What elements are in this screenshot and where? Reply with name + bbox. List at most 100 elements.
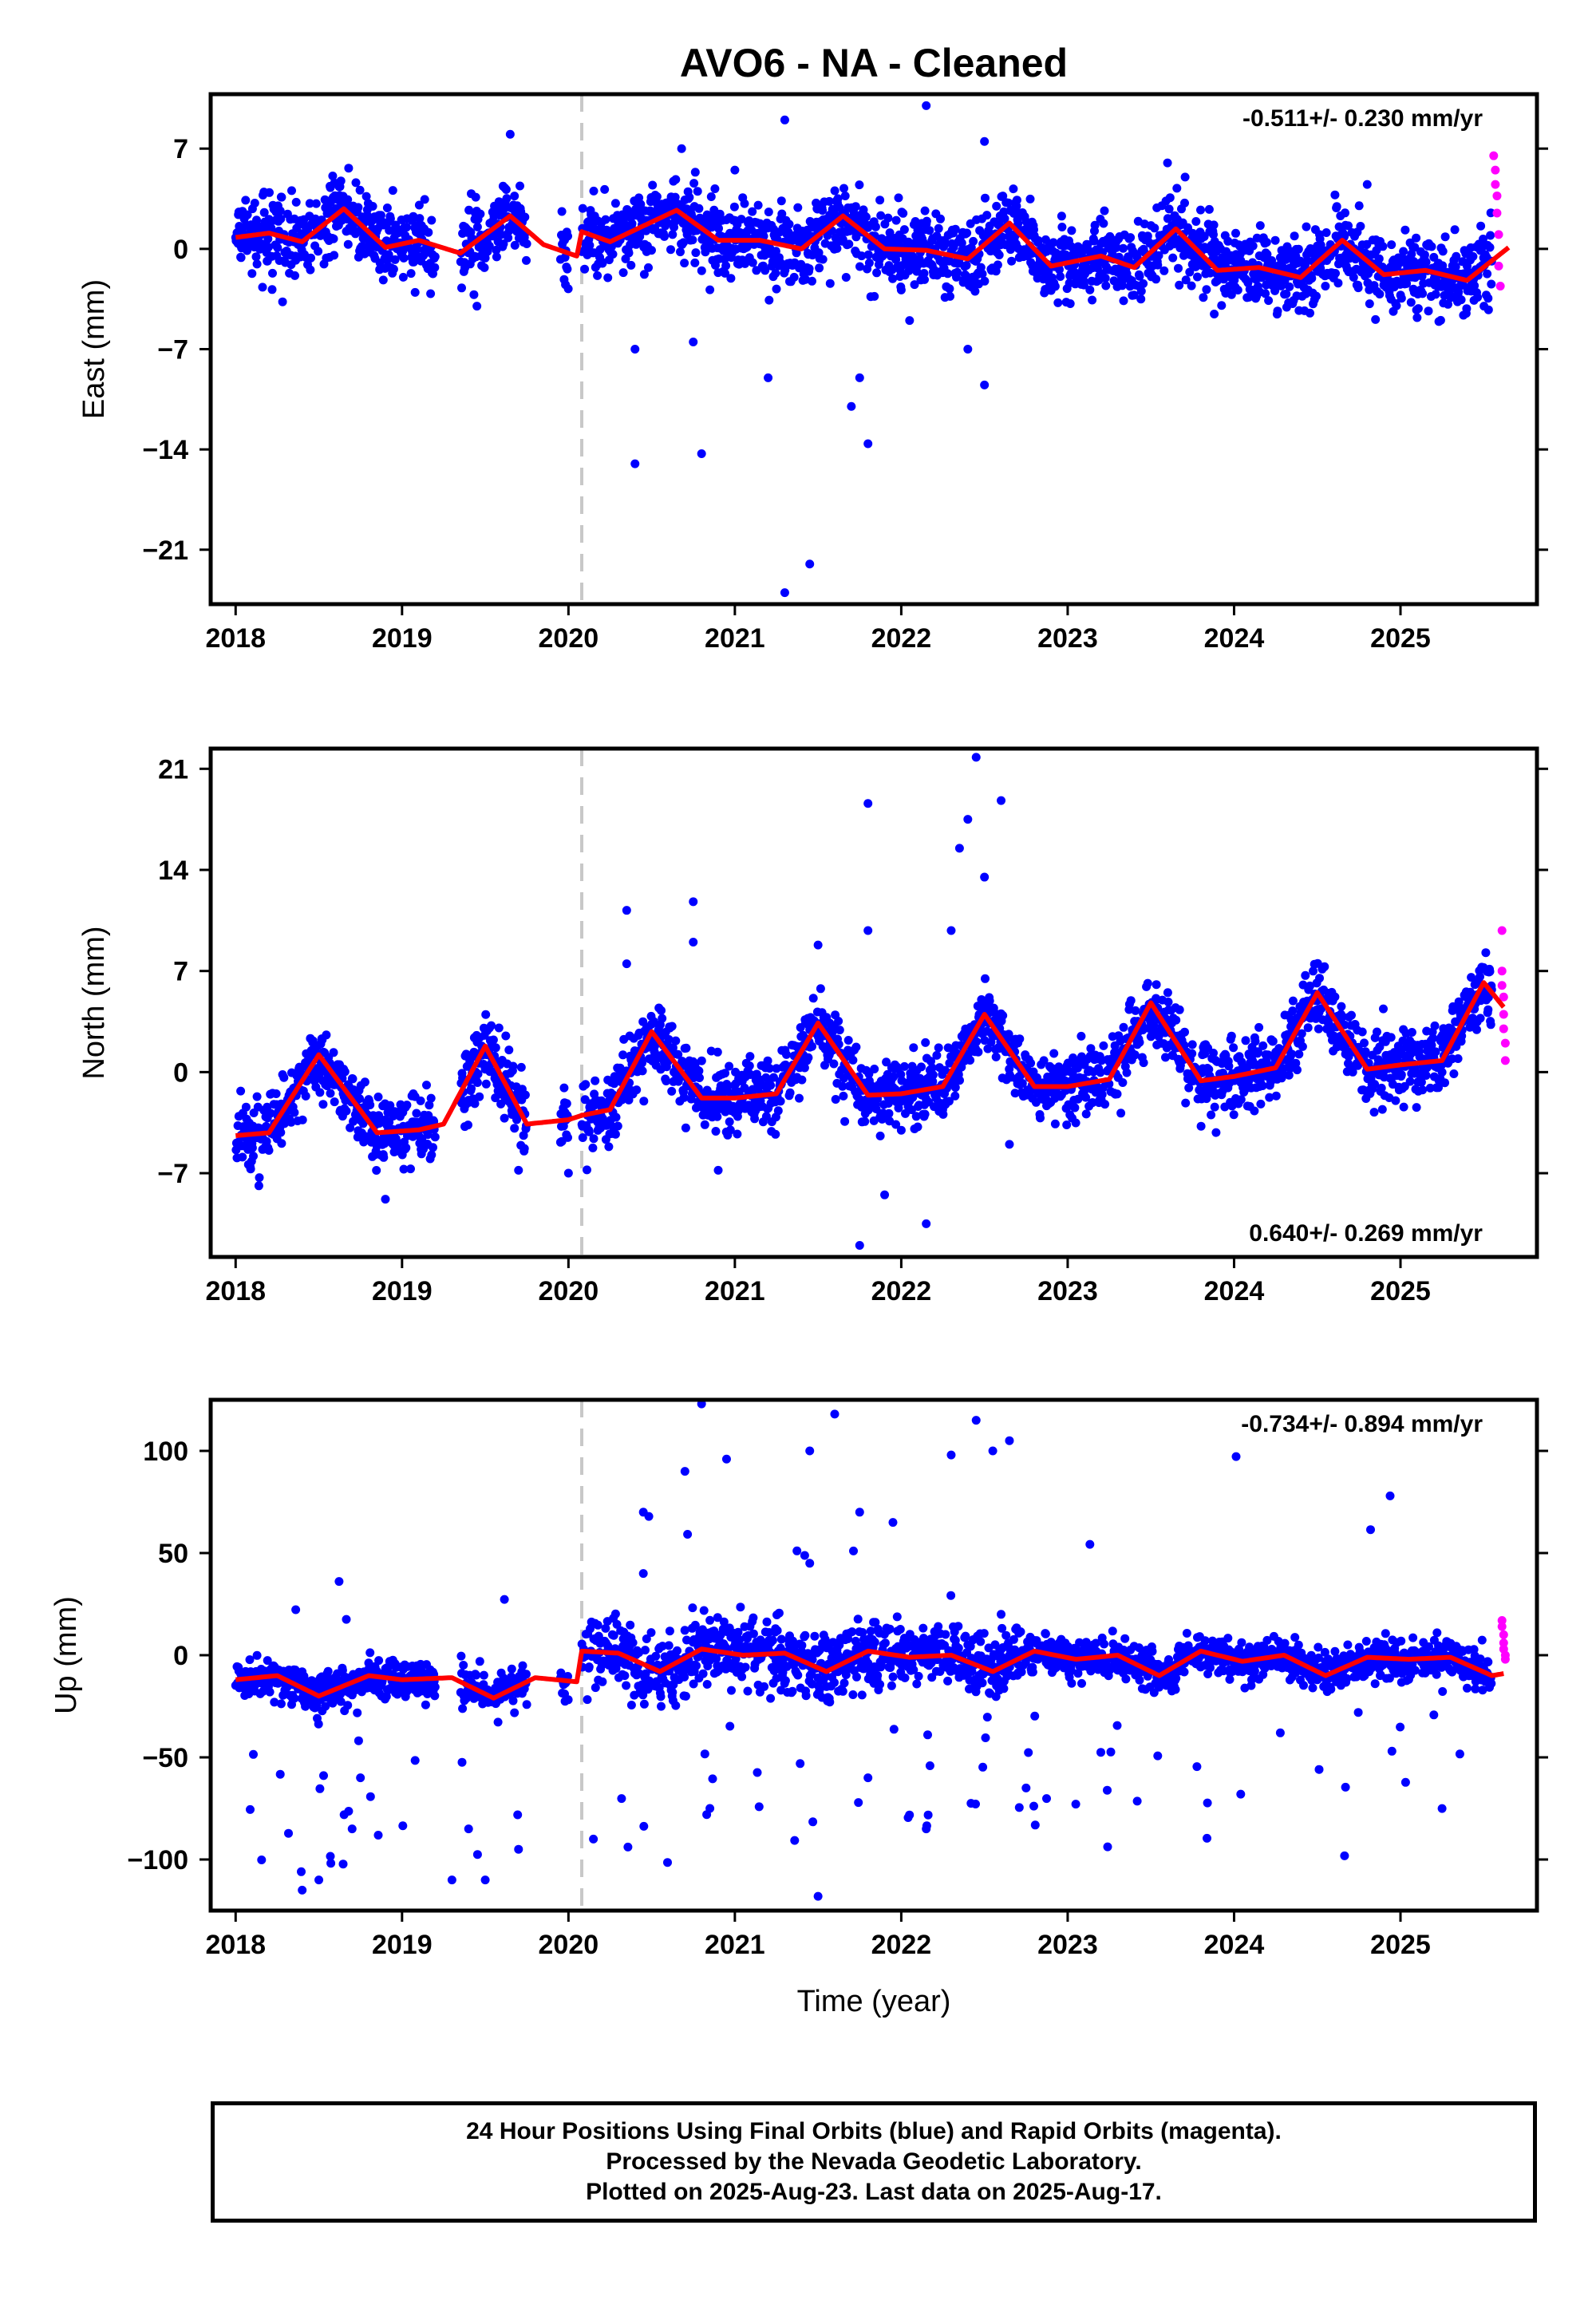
data-point xyxy=(291,1605,301,1614)
data-point xyxy=(472,1078,482,1087)
data-point xyxy=(469,290,479,299)
data-point xyxy=(1100,274,1110,283)
data-point xyxy=(1451,262,1460,271)
x-tick-label: 2025 xyxy=(1370,1276,1431,1306)
data-point xyxy=(627,219,637,228)
data-point xyxy=(382,204,392,212)
data-point xyxy=(839,1091,848,1101)
data-point xyxy=(694,204,704,213)
data-point xyxy=(1377,1105,1387,1114)
data-point xyxy=(737,215,746,224)
data-point xyxy=(236,253,246,263)
data-point xyxy=(412,1109,421,1118)
data-point xyxy=(276,1699,286,1709)
data-point xyxy=(1085,285,1095,294)
data-point xyxy=(270,1697,279,1707)
outlier-point xyxy=(954,844,964,853)
data-point xyxy=(519,1131,528,1140)
data-point xyxy=(481,1010,491,1019)
data-point xyxy=(697,1056,706,1065)
data-point xyxy=(276,214,286,223)
data-point xyxy=(741,259,750,268)
data-point xyxy=(610,199,620,208)
rapid-point xyxy=(1492,208,1502,218)
outlier-point xyxy=(622,906,631,915)
data-point xyxy=(943,269,953,279)
data-point xyxy=(1004,198,1013,207)
data-point xyxy=(581,1080,591,1089)
data-point xyxy=(406,1164,415,1174)
data-point xyxy=(855,180,864,190)
data-point xyxy=(1486,231,1495,240)
data-point xyxy=(1449,1069,1459,1078)
data-point xyxy=(804,1053,813,1062)
data-point xyxy=(919,269,929,278)
x-tick-label: 2020 xyxy=(539,623,599,654)
data-point xyxy=(843,1036,853,1045)
x-tick-label: 2020 xyxy=(539,1276,599,1306)
north-y-axis-label: North (mm) xyxy=(77,926,111,1079)
data-point xyxy=(401,1143,411,1152)
data-point xyxy=(1428,1034,1438,1043)
data-point xyxy=(876,211,886,220)
data-point xyxy=(668,230,678,239)
data-point xyxy=(1485,966,1495,976)
data-point xyxy=(608,250,618,259)
data-point xyxy=(1050,1119,1060,1128)
data-point xyxy=(745,1061,754,1070)
data-point xyxy=(1440,232,1450,242)
data-point xyxy=(1204,1065,1214,1074)
data-point xyxy=(348,1074,358,1084)
data-point xyxy=(891,1120,901,1129)
data-point xyxy=(1207,1110,1216,1120)
data-point xyxy=(714,223,723,233)
rapid-point xyxy=(1499,992,1508,1002)
data-point xyxy=(685,192,694,202)
data-point xyxy=(1365,299,1374,309)
data-point xyxy=(1341,208,1349,218)
data-point xyxy=(624,248,634,258)
data-point xyxy=(1163,998,1173,1006)
data-point xyxy=(1187,1040,1197,1049)
x-tick-label: 2018 xyxy=(205,623,266,654)
data-point xyxy=(398,272,408,282)
data-point xyxy=(910,280,919,290)
data-point xyxy=(1330,992,1340,1002)
data-point xyxy=(585,240,595,250)
data-point xyxy=(1290,231,1299,241)
data-point xyxy=(1354,201,1364,211)
data-point xyxy=(667,1022,677,1031)
x-tick-label: 2022 xyxy=(871,1276,932,1306)
data-point xyxy=(319,1771,328,1780)
data-point xyxy=(857,251,867,261)
outlier-point xyxy=(863,926,873,935)
data-point xyxy=(1057,211,1066,221)
data-point xyxy=(946,291,954,301)
data-point xyxy=(998,1011,1008,1020)
data-point xyxy=(578,1133,587,1142)
outlier-point xyxy=(1362,180,1372,189)
data-point xyxy=(1486,1020,1495,1030)
data-point xyxy=(962,271,970,281)
data-point xyxy=(311,199,321,208)
data-point xyxy=(402,1101,412,1110)
rapid-point xyxy=(1494,261,1503,271)
data-point xyxy=(1209,230,1218,239)
data-point xyxy=(694,1066,704,1076)
data-point xyxy=(1425,1083,1435,1093)
data-point xyxy=(1135,271,1144,281)
data-point xyxy=(740,199,749,208)
data-point xyxy=(899,208,908,218)
data-point xyxy=(336,1697,346,1706)
data-point xyxy=(329,1048,338,1057)
data-point xyxy=(1444,299,1452,309)
data-point xyxy=(343,239,353,249)
data-point xyxy=(1175,1005,1184,1014)
data-point xyxy=(689,179,699,188)
data-point xyxy=(401,223,411,232)
data-point xyxy=(504,233,513,243)
data-point xyxy=(1370,1080,1380,1089)
data-point xyxy=(1229,1043,1238,1053)
data-point xyxy=(1262,250,1272,259)
data-point xyxy=(690,168,700,177)
